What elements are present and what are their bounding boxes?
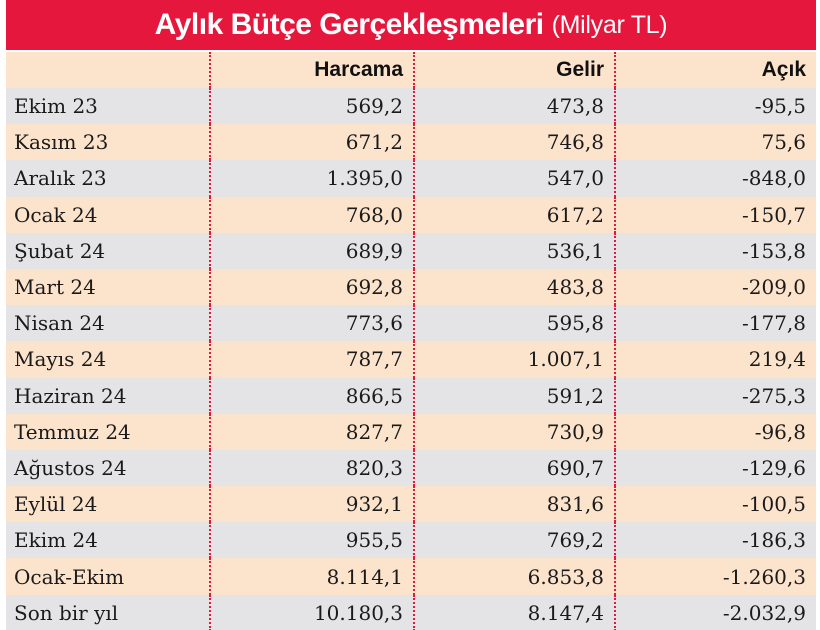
table-row: Şubat 24 689,9 536,1 -153,8 (6, 232, 816, 269)
row-gelir-cell: 730,9 (413, 413, 615, 450)
row-gelir-cell: 591,2 (413, 377, 615, 414)
table-row: Son bir yıl 10.180,3 8.147,4 -2.032,9 (6, 594, 816, 630)
row-gelir-cell: 595,8 (413, 305, 615, 342)
row-acik-cell: 219,4 (614, 341, 816, 378)
row-month-cell: Aralık 23 (6, 160, 210, 197)
row-harcama-cell: 932,1 (209, 486, 414, 523)
header-acik: Açık (614, 52, 816, 88)
row-harcama-cell: 787,7 (209, 341, 414, 378)
row-acik-cell: -275,3 (614, 377, 816, 414)
row-harcama-cell: 955,5 (209, 522, 414, 559)
row-harcama-cell: 773,6 (209, 305, 414, 342)
table-row: Haziran 24 866,5 591,2 -275,3 (6, 377, 816, 414)
row-acik-cell: -177,8 (614, 305, 816, 342)
row-month-cell: Nisan 24 (6, 305, 210, 342)
title-bar: Aylık Bütçe Gerçekleşmeleri (Milyar TL) (6, 0, 816, 50)
row-harcama-cell: 10.180,3 (209, 594, 414, 630)
row-acik-cell: -150,7 (614, 196, 816, 233)
row-acik-cell: -1.260,3 (614, 558, 816, 595)
row-harcama-cell: 689,9 (209, 232, 414, 269)
row-acik-cell: -129,6 (614, 449, 816, 487)
table-unit: (Milyar TL) (551, 10, 668, 39)
row-month-cell: Haziran 24 (6, 377, 210, 414)
row-month-cell: Mayıs 24 (6, 341, 210, 378)
table-title: Aylık Bütçe Gerçekleşmeleri (154, 8, 544, 41)
header-month (6, 52, 210, 88)
row-acik-cell: -209,0 (614, 268, 816, 306)
row-harcama-cell: 569,2 (209, 88, 414, 125)
row-acik-cell: -96,8 (614, 413, 816, 450)
row-month-cell: Ocak 24 (6, 196, 210, 233)
row-month-cell: Kasım 23 (6, 124, 210, 161)
header-row: Harcama Gelir Açık (6, 52, 816, 88)
row-month-cell: Ekim 23 (6, 88, 210, 125)
row-acik-cell: -153,8 (614, 232, 816, 269)
row-harcama-cell: 671,2 (209, 124, 414, 161)
row-month-cell: Mart 24 (6, 268, 210, 306)
row-harcama-cell: 820,3 (209, 449, 414, 487)
table-row: Aralık 23 1.395,0 547,0 -848,0 (6, 160, 816, 197)
row-month-cell: Ekim 24 (6, 522, 210, 559)
table-row: Mart 24 692,8 483,8 -209,0 (6, 268, 816, 306)
row-month-cell: Eylül 24 (6, 486, 210, 523)
row-gelir-cell: 473,8 (413, 88, 615, 125)
table-body: Ekim 23 569,2 473,8 -95,5 Kasım 23 671,2 746,8… (6, 88, 816, 630)
row-gelir-cell: 1.007,1 (413, 341, 615, 378)
row-acik-cell: -100,5 (614, 486, 816, 523)
row-gelir-cell: 483,8 (413, 268, 615, 306)
row-month-cell: Son bir yıl (6, 594, 210, 630)
table-row: Nisan 24 773,6 595,8 -177,8 (6, 305, 816, 342)
table-row: Ocak-Ekim 8.114,1 6.853,8 -1.260,3 (6, 558, 816, 595)
table-row: Ekim 24 955,5 769,2 -186,3 (6, 522, 816, 559)
row-gelir-cell: 617,2 (413, 196, 615, 233)
row-gelir-cell: 831,6 (413, 486, 615, 523)
row-harcama-cell: 866,5 (209, 377, 414, 414)
row-month-cell: Şubat 24 (6, 232, 210, 269)
header-harcama: Harcama (209, 52, 414, 88)
row-acik-cell: -186,3 (614, 522, 816, 559)
row-gelir-cell: 746,8 (413, 124, 615, 161)
table-row: Temmuz 24 827,7 730,9 -96,8 (6, 413, 816, 450)
table-row: Eylül 24 932,1 831,6 -100,5 (6, 486, 816, 523)
table-row: Mayıs 24 787,7 1.007,1 219,4 (6, 341, 816, 378)
row-harcama-cell: 827,7 (209, 413, 414, 450)
row-harcama-cell: 1.395,0 (209, 160, 414, 197)
row-gelir-cell: 536,1 (413, 232, 615, 269)
row-acik-cell: -95,5 (614, 88, 816, 125)
table-row: Ocak 24 768,0 617,2 -150,7 (6, 196, 816, 233)
table-row: Ekim 23 569,2 473,8 -95,5 (6, 88, 816, 125)
budget-table: Harcama Gelir Açık Ekim 23 569,2 473,8 -95,… (6, 52, 816, 630)
row-gelir-cell: 8.147,4 (413, 594, 615, 630)
row-gelir-cell: 690,7 (413, 449, 615, 487)
row-gelir-cell: 769,2 (413, 522, 615, 559)
row-month-cell: Ağustos 24 (6, 449, 210, 487)
row-gelir-cell: 547,0 (413, 160, 615, 197)
row-acik-cell: -2.032,9 (614, 594, 816, 630)
row-harcama-cell: 768,0 (209, 196, 414, 233)
table-row: Kasım 23 671,2 746,8 75,6 (6, 124, 816, 161)
row-harcama-cell: 8.114,1 (209, 558, 414, 595)
header-gelir: Gelir (413, 52, 615, 88)
row-month-cell: Temmuz 24 (6, 413, 210, 450)
row-acik-cell: 75,6 (614, 124, 816, 161)
row-gelir-cell: 6.853,8 (413, 558, 615, 595)
row-month-cell: Ocak-Ekim (6, 558, 210, 595)
row-harcama-cell: 692,8 (209, 268, 414, 306)
row-acik-cell: -848,0 (614, 160, 816, 197)
table-row: Ağustos 24 820,3 690,7 -129,6 (6, 449, 816, 487)
